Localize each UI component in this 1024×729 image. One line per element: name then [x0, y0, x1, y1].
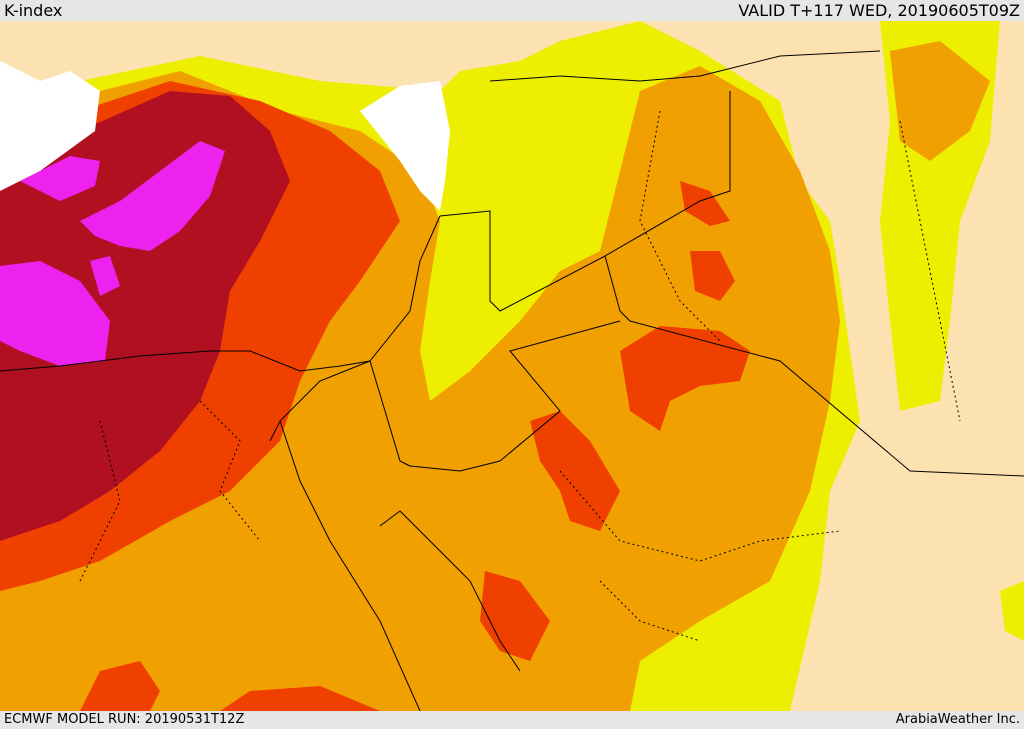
k-level-3-blob-1 — [690, 251, 735, 301]
k-level-3-red-sea — [480, 571, 550, 661]
valid-time: VALID T+117 WED, 20190605T09Z — [738, 1, 1020, 20]
k-level-5-west — [0, 261, 110, 366]
k-level-5-main — [20, 156, 100, 201]
k-level-5-arc — [80, 141, 225, 251]
k-index-map — [0, 21, 1024, 711]
k-level-3-southwest — [80, 661, 160, 711]
k-level-3-jordan — [620, 326, 750, 431]
k-level-3-south — [220, 686, 380, 711]
model-run: ECMWF MODEL RUN: 20190531T12Z — [4, 712, 245, 727]
footer-bar: ECMWF MODEL RUN: 20190531T12Z ArabiaWeat… — [0, 711, 1024, 729]
map-title: K-index — [4, 1, 63, 20]
k-level-5-small — [90, 256, 120, 296]
province-borders — [79, 110, 961, 642]
k-level-2-east — [890, 41, 990, 161]
country-borders — [0, 50, 1024, 711]
k-level-1-east-blob — [1000, 581, 1024, 641]
k-level-4-area — [0, 91, 290, 541]
credit: ArabiaWeather Inc. — [895, 712, 1020, 727]
k-level-3-saudi — [530, 411, 620, 531]
mediterranean-sea — [0, 61, 100, 191]
map-canvas — [0, 21, 1024, 711]
header-bar: K-index VALID T+117 WED, 20190605T09Z — [0, 0, 1024, 21]
eastern-med-sea — [360, 81, 450, 211]
k-level-3-blob-2 — [680, 181, 730, 226]
